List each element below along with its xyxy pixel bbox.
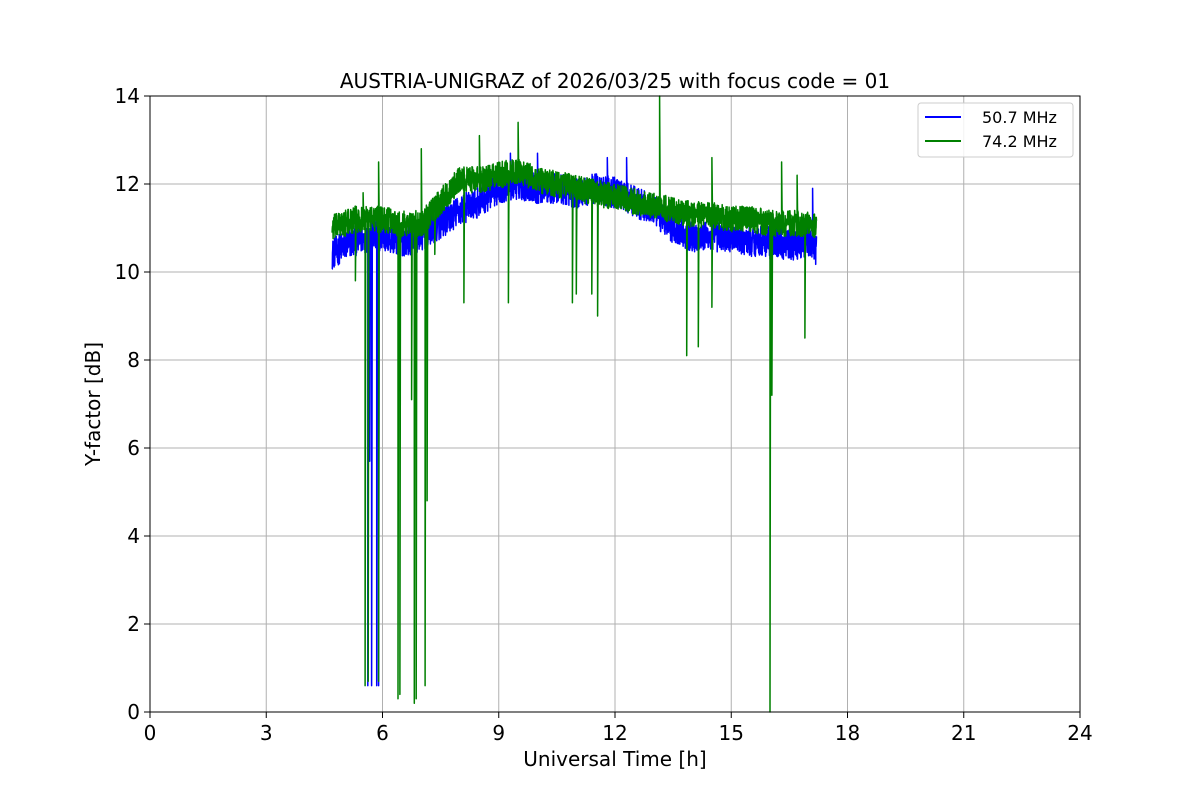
legend-label-series-2: 74.2 MHz bbox=[982, 132, 1057, 151]
y-tick-label: 14 bbox=[115, 84, 140, 108]
y-tick-label: 12 bbox=[115, 172, 140, 196]
chart-title: AUSTRIA-UNIGRAZ of 2026/03/25 with focus… bbox=[340, 69, 890, 93]
x-tick-label: 0 bbox=[144, 721, 157, 745]
legend: 50.7 MHz 74.2 MHz bbox=[917, 102, 1074, 158]
series-lines bbox=[331, 95, 818, 713]
x-tick-label: 15 bbox=[719, 721, 744, 745]
x-tick-label: 12 bbox=[602, 721, 627, 745]
x-tick-label: 21 bbox=[951, 721, 976, 745]
y-tick-label: 4 bbox=[127, 524, 140, 548]
x-tick-label: 6 bbox=[376, 721, 389, 745]
x-axis-label: Universal Time [h] bbox=[523, 747, 706, 771]
y-tick-label: 8 bbox=[127, 348, 140, 372]
y-tick-label: 0 bbox=[127, 700, 140, 724]
x-axis-ticks: 0 3 6 9 12 15 18 21 24 bbox=[144, 712, 1093, 745]
y-axis-label: Y-factor [dB] bbox=[81, 342, 105, 467]
y-tick-label: 2 bbox=[127, 612, 140, 636]
series-line-2 bbox=[331, 95, 818, 713]
x-tick-label: 3 bbox=[260, 721, 273, 745]
x-tick-label: 18 bbox=[835, 721, 860, 745]
y-tick-label: 6 bbox=[127, 436, 140, 460]
x-tick-label: 9 bbox=[492, 721, 505, 745]
series-line-1 bbox=[331, 152, 818, 687]
y-tick-label: 10 bbox=[115, 260, 140, 284]
legend-label-series-1: 50.7 MHz bbox=[982, 108, 1057, 127]
y-axis-ticks: 0 2 4 6 8 10 12 14 bbox=[115, 84, 150, 724]
x-tick-label: 24 bbox=[1067, 721, 1092, 745]
